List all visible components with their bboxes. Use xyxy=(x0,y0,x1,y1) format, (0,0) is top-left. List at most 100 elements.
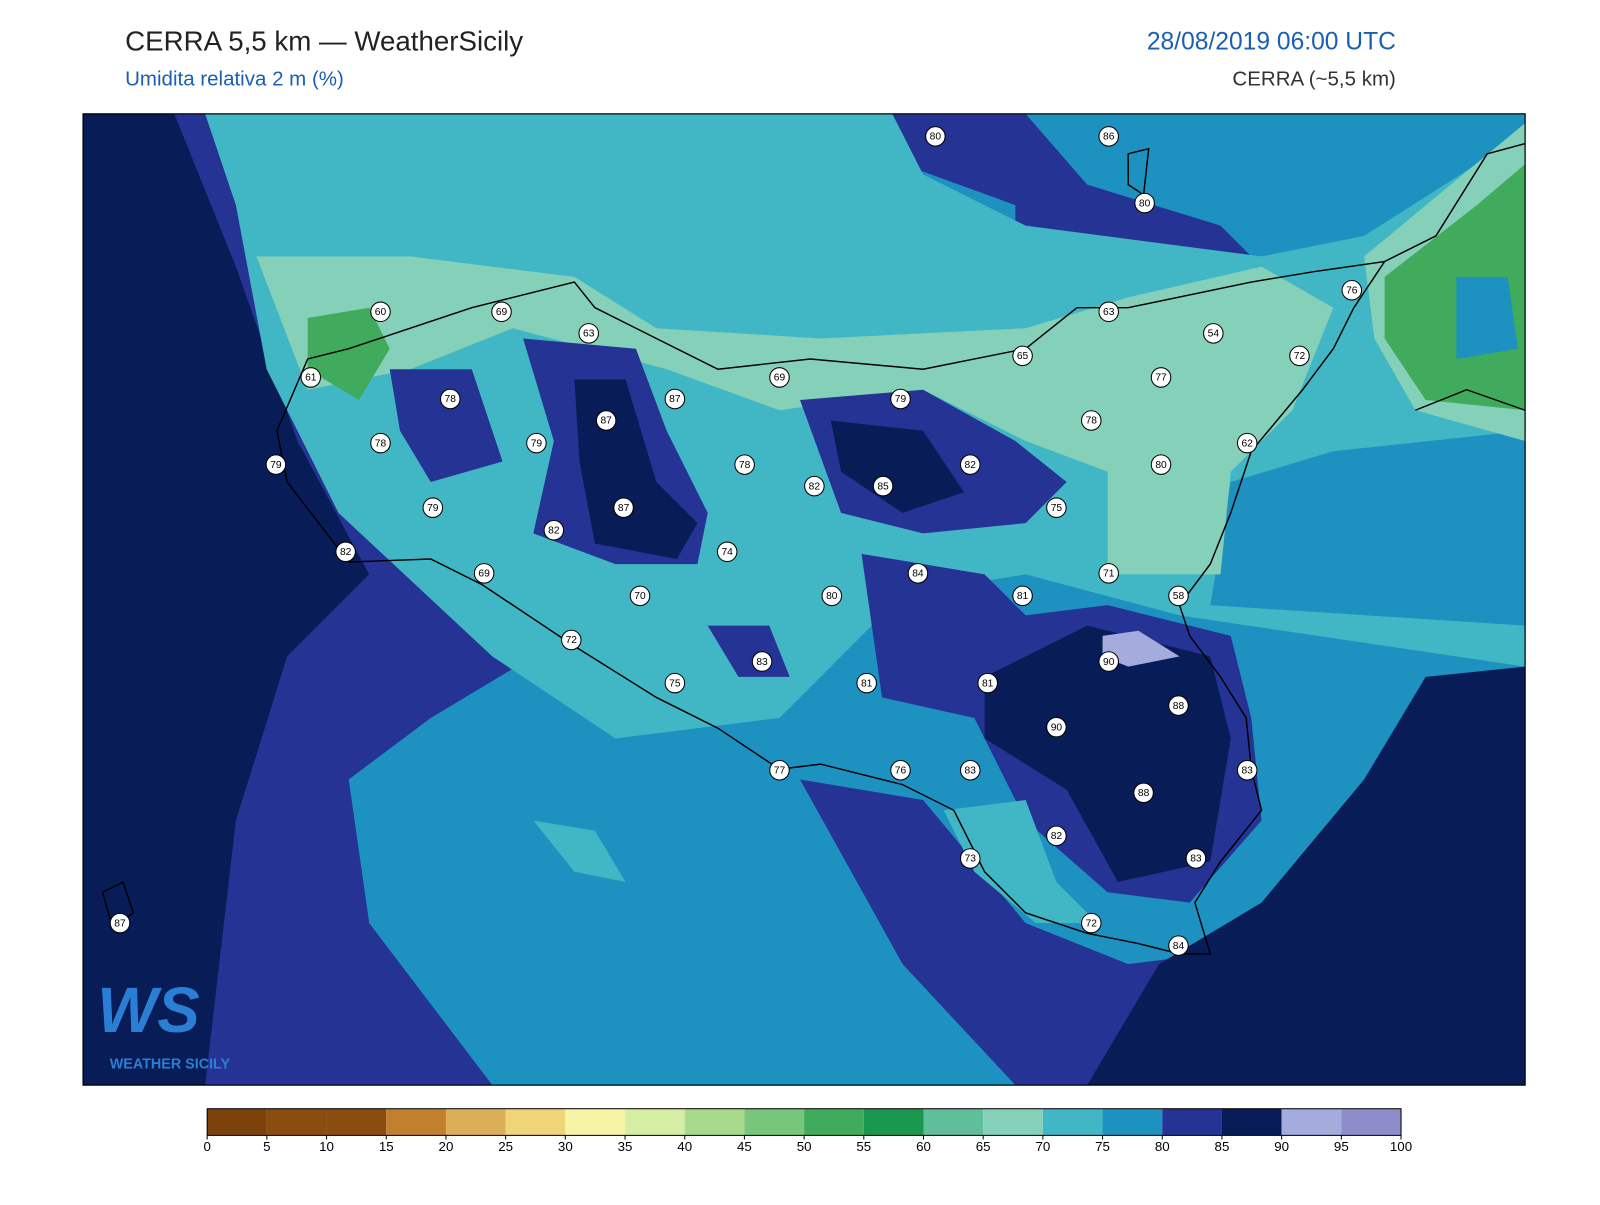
station-value: 81 xyxy=(1017,591,1029,602)
station-marker xyxy=(1236,432,1258,454)
station-value: 87 xyxy=(669,394,681,405)
station-marker xyxy=(856,672,877,694)
station-marker xyxy=(959,454,981,475)
station-marker xyxy=(959,759,981,781)
contour xyxy=(984,625,1231,883)
station-value: 77 xyxy=(774,765,786,776)
contour xyxy=(83,113,370,1086)
station-marker xyxy=(1046,825,1067,847)
station-value: 63 xyxy=(1103,307,1115,318)
station-marker xyxy=(664,388,686,410)
colorbar-bin xyxy=(266,1108,327,1136)
station-value: 58 xyxy=(1173,591,1185,602)
station-value: 71 xyxy=(1103,569,1115,580)
station-marker xyxy=(473,563,495,584)
coastline xyxy=(1384,142,1526,263)
colorbar-bin xyxy=(863,1108,924,1136)
station-marker xyxy=(595,410,617,431)
station-marker xyxy=(1081,912,1102,934)
station-marker xyxy=(526,432,547,454)
station-value: 81 xyxy=(861,678,873,689)
station-marker xyxy=(804,475,825,497)
station-value: 80 xyxy=(930,132,942,143)
station-marker xyxy=(1098,563,1119,584)
station-value: 60 xyxy=(375,307,387,318)
colorbar-bin xyxy=(1221,1108,1282,1136)
station-value: 85 xyxy=(877,481,889,492)
station-marker xyxy=(1168,695,1189,716)
station-value: 84 xyxy=(912,569,924,580)
contour xyxy=(892,113,1262,267)
station-value: 83 xyxy=(965,765,977,776)
station-marker xyxy=(907,563,929,584)
station-value: 61 xyxy=(305,373,317,384)
station-marker xyxy=(925,126,946,147)
logo-mark: WS xyxy=(97,975,199,1046)
colorbar-tick-label: 60 xyxy=(916,1139,931,1154)
coastline xyxy=(276,260,1387,955)
map-frame xyxy=(82,113,1526,1086)
station-value: 78 xyxy=(375,438,387,449)
colorbar-bin xyxy=(625,1108,685,1136)
station-marker xyxy=(769,367,790,388)
station-value: 77 xyxy=(1155,373,1167,384)
colorbar-tick-label: 5 xyxy=(263,1139,270,1154)
station-value: 82 xyxy=(340,547,352,558)
colorbar-tick-label: 15 xyxy=(379,1139,394,1154)
station-marker xyxy=(1133,782,1154,804)
station-value: 88 xyxy=(1173,701,1185,712)
station-marker xyxy=(890,388,911,410)
colorbar-bin xyxy=(1162,1108,1222,1136)
colorbar-bin xyxy=(505,1108,566,1136)
station-marker xyxy=(716,541,738,563)
coastline xyxy=(1415,388,1526,411)
station-marker xyxy=(543,519,565,541)
station-value: 78 xyxy=(739,460,751,471)
station-value: 81 xyxy=(982,678,994,689)
station-value: 82 xyxy=(548,525,560,536)
station-value: 75 xyxy=(1051,503,1063,514)
station-marker xyxy=(890,759,911,781)
station-marker xyxy=(769,759,790,781)
station-marker xyxy=(491,301,512,323)
station-value: 80 xyxy=(1155,460,1167,471)
station-value: 80 xyxy=(826,591,838,602)
colorbar-bin xyxy=(1102,1108,1163,1136)
contour xyxy=(1102,630,1180,667)
station-value: 78 xyxy=(1086,416,1098,427)
station-marker xyxy=(1012,345,1033,367)
colorbar-tick-label: 80 xyxy=(1155,1139,1170,1154)
station-value: 69 xyxy=(774,373,786,384)
station-marker xyxy=(370,301,391,323)
contour xyxy=(1456,276,1518,359)
colorbar-bin xyxy=(326,1108,387,1136)
station-marker xyxy=(734,454,755,475)
colorbar-tick-label: 95 xyxy=(1334,1139,1349,1154)
colorbar-bin xyxy=(804,1108,864,1136)
station-value: 87 xyxy=(114,918,126,929)
station-value: 69 xyxy=(496,307,508,318)
station-value: 72 xyxy=(1086,918,1098,929)
colorbar-bin xyxy=(684,1108,745,1136)
contour xyxy=(943,800,1098,924)
station-marker xyxy=(872,475,894,497)
model: CERRA (~5,5 km) xyxy=(1232,67,1395,90)
station-value: 83 xyxy=(1190,854,1202,865)
station-marker xyxy=(821,585,843,607)
station-marker xyxy=(1046,716,1067,738)
station-value: 79 xyxy=(427,503,439,514)
station-value: 72 xyxy=(1294,351,1306,362)
colorbar-tick-label: 35 xyxy=(618,1139,633,1154)
station-marker xyxy=(561,629,582,651)
station-value: 88 xyxy=(1138,788,1150,799)
colorbar-bin xyxy=(923,1108,984,1136)
contour xyxy=(533,820,626,883)
station-marker xyxy=(1081,410,1102,431)
station-marker xyxy=(1046,497,1067,518)
station-value: 86 xyxy=(1103,132,1115,143)
contour xyxy=(389,369,503,483)
colorbar-tick-label: 65 xyxy=(976,1139,991,1154)
station-marker xyxy=(370,432,391,454)
station-value: 76 xyxy=(895,765,907,776)
colorbar-tick-label: 40 xyxy=(677,1139,692,1154)
